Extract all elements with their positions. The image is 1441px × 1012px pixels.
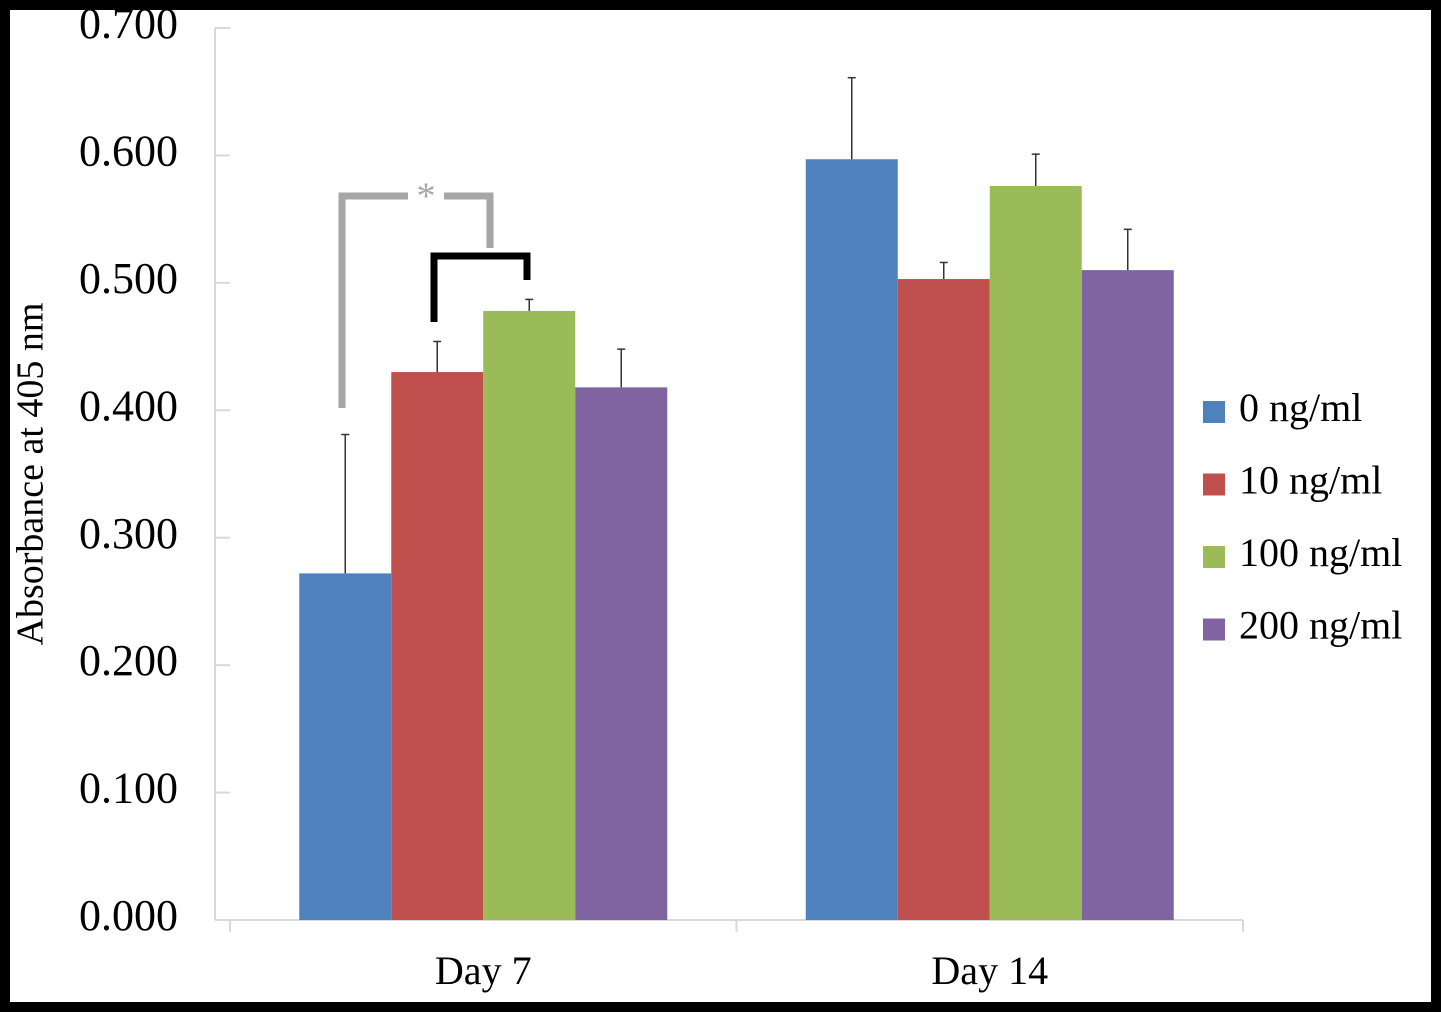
significance-bracket [444, 192, 494, 248]
x-tick-label: Day 14 [931, 948, 1048, 993]
bar [1081, 270, 1174, 921]
bar [391, 372, 484, 920]
legend-label: 100 ng/ml [1239, 530, 1402, 575]
bar [897, 279, 990, 920]
bar [805, 159, 898, 920]
x-tick-label: Day 7 [435, 948, 532, 993]
legend-swatch [1203, 401, 1225, 423]
legend-label: 200 ng/ml [1239, 603, 1402, 648]
y-tick-label: 0.700 [79, 0, 178, 48]
bar [483, 310, 576, 920]
y-tick-label: 0.300 [79, 509, 178, 558]
y-tick-label: 0.400 [79, 381, 178, 430]
y-tick-label: 0.100 [79, 764, 178, 813]
bar [299, 573, 392, 920]
legend-swatch [1203, 546, 1225, 568]
significance-bracket [430, 252, 531, 322]
significance-bracket [338, 192, 408, 408]
legend-swatch [1203, 618, 1225, 641]
y-tick-label: 0.000 [79, 891, 178, 940]
significance-annotation: * [417, 176, 436, 218]
y-axis-label: Absorbance at 405 nm [10, 303, 52, 646]
y-tick-label: 0.500 [79, 254, 178, 303]
bar [989, 186, 1082, 921]
y-tick-label: 0.600 [79, 127, 178, 176]
legend-label: 0 ng/ml [1239, 385, 1362, 430]
legend-label: 10 ng/ml [1239, 458, 1382, 503]
bar [575, 387, 668, 920]
legend-swatch [1203, 473, 1225, 496]
y-tick-label: 0.200 [79, 636, 178, 685]
